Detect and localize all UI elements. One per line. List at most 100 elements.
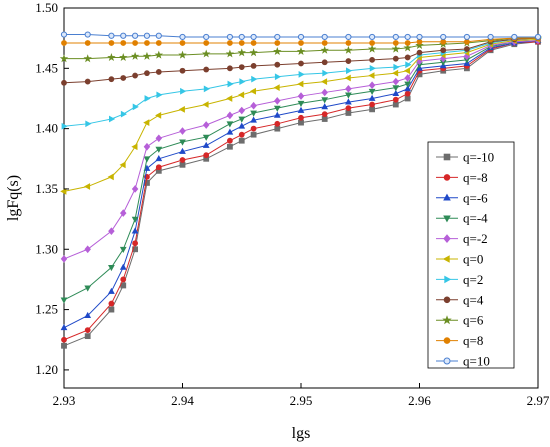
legend-marker [444, 275, 452, 284]
data-point [144, 70, 150, 77]
data-point [250, 110, 257, 117]
data-point [298, 60, 304, 67]
data-point [203, 66, 210, 73]
y-axis-title: lgFq(s) [5, 175, 22, 221]
data-point [249, 87, 256, 95]
legend-label: q=-4 [463, 211, 488, 226]
data-point [250, 116, 257, 123]
data-point [345, 105, 352, 112]
legend-label: q=8 [463, 333, 483, 348]
data-point [108, 76, 115, 83]
data-point [404, 33, 411, 41]
data-point [322, 69, 329, 77]
data-point [250, 125, 257, 132]
data-point [108, 287, 115, 294]
data-point [345, 40, 352, 46]
data-point [403, 67, 411, 75]
data-point [226, 65, 233, 72]
data-point [392, 101, 399, 108]
data-point [120, 276, 127, 283]
data-point [392, 69, 399, 77]
data-point [203, 40, 210, 46]
data-point [403, 43, 412, 52]
data-point [273, 84, 280, 91]
data-point [84, 285, 92, 292]
data-point [179, 147, 186, 154]
legend-label: q=2 [463, 272, 483, 287]
data-point [369, 64, 376, 72]
data-point [298, 119, 304, 126]
data-point [345, 84, 352, 93]
data-point [155, 40, 162, 46]
data-point [404, 74, 411, 82]
data-point [108, 306, 115, 313]
data-point [238, 137, 245, 144]
data-point [416, 49, 423, 56]
legend-marker [443, 234, 451, 243]
series-q=-6 [60, 36, 542, 331]
legend-item: q=-4 [436, 211, 488, 226]
data-point [155, 134, 163, 143]
data-point [321, 40, 328, 46]
data-point [202, 134, 210, 141]
data-point [144, 95, 151, 102]
data-point [227, 143, 233, 150]
data-point [404, 85, 412, 92]
data-point [440, 33, 447, 41]
data-point [273, 47, 282, 55]
data-point [84, 40, 91, 46]
data-point [109, 115, 116, 123]
legend-item: q=-8 [436, 170, 488, 185]
data-point [108, 264, 115, 272]
data-point [179, 139, 186, 146]
data-point [143, 156, 151, 163]
legend-label: q=6 [463, 313, 484, 328]
data-point [120, 32, 127, 39]
data-point [119, 209, 127, 217]
data-point [143, 142, 151, 151]
data-point [119, 161, 126, 169]
data-point [345, 110, 352, 116]
data-point [487, 33, 494, 41]
data-point [298, 70, 305, 78]
data-point [155, 111, 162, 119]
data-point [142, 51, 152, 60]
data-point [60, 255, 68, 263]
data-point [131, 143, 138, 151]
data-point [155, 146, 163, 153]
data-point [119, 246, 127, 254]
legend-marker [443, 193, 451, 201]
data-point [130, 51, 140, 60]
data-point [61, 122, 68, 130]
data-point [132, 40, 138, 46]
data-point [226, 33, 233, 41]
data-point [250, 131, 257, 138]
legend-label: q=-8 [463, 170, 488, 185]
legend-item: q=-2 [436, 231, 488, 246]
legend-item: q=0 [436, 252, 483, 267]
data-point [108, 40, 115, 46]
data-point [369, 101, 375, 108]
data-point [203, 85, 210, 93]
data-point [179, 67, 186, 74]
plot-area: 2.93 2.94 2.95 2.96 2.97 1.20 1.25 1.30 1.35 1.4… [35, 0, 550, 408]
data-point [250, 40, 257, 46]
legend-marker [443, 215, 451, 223]
data-point [132, 103, 139, 111]
legend-marker [443, 296, 451, 304]
data-point [404, 95, 411, 102]
x-tick-label: 2.97 [527, 393, 550, 408]
data-point [297, 80, 304, 88]
data-point [369, 40, 375, 46]
data-point [391, 44, 400, 53]
data-point [321, 88, 328, 97]
data-point [463, 33, 470, 41]
legend-item: q=10 [436, 354, 490, 369]
legend-item: q=8 [436, 333, 483, 348]
data-point [132, 72, 138, 79]
data-point [298, 114, 304, 121]
x-tick-label: 2.95 [290, 393, 313, 408]
data-point [369, 33, 376, 41]
data-point [273, 105, 281, 112]
legend: q=-10 q=-8 q=-6 q=-4 q=-2 q=0 q=2 q=4 q=6 q=8 q=10 [427, 141, 515, 369]
